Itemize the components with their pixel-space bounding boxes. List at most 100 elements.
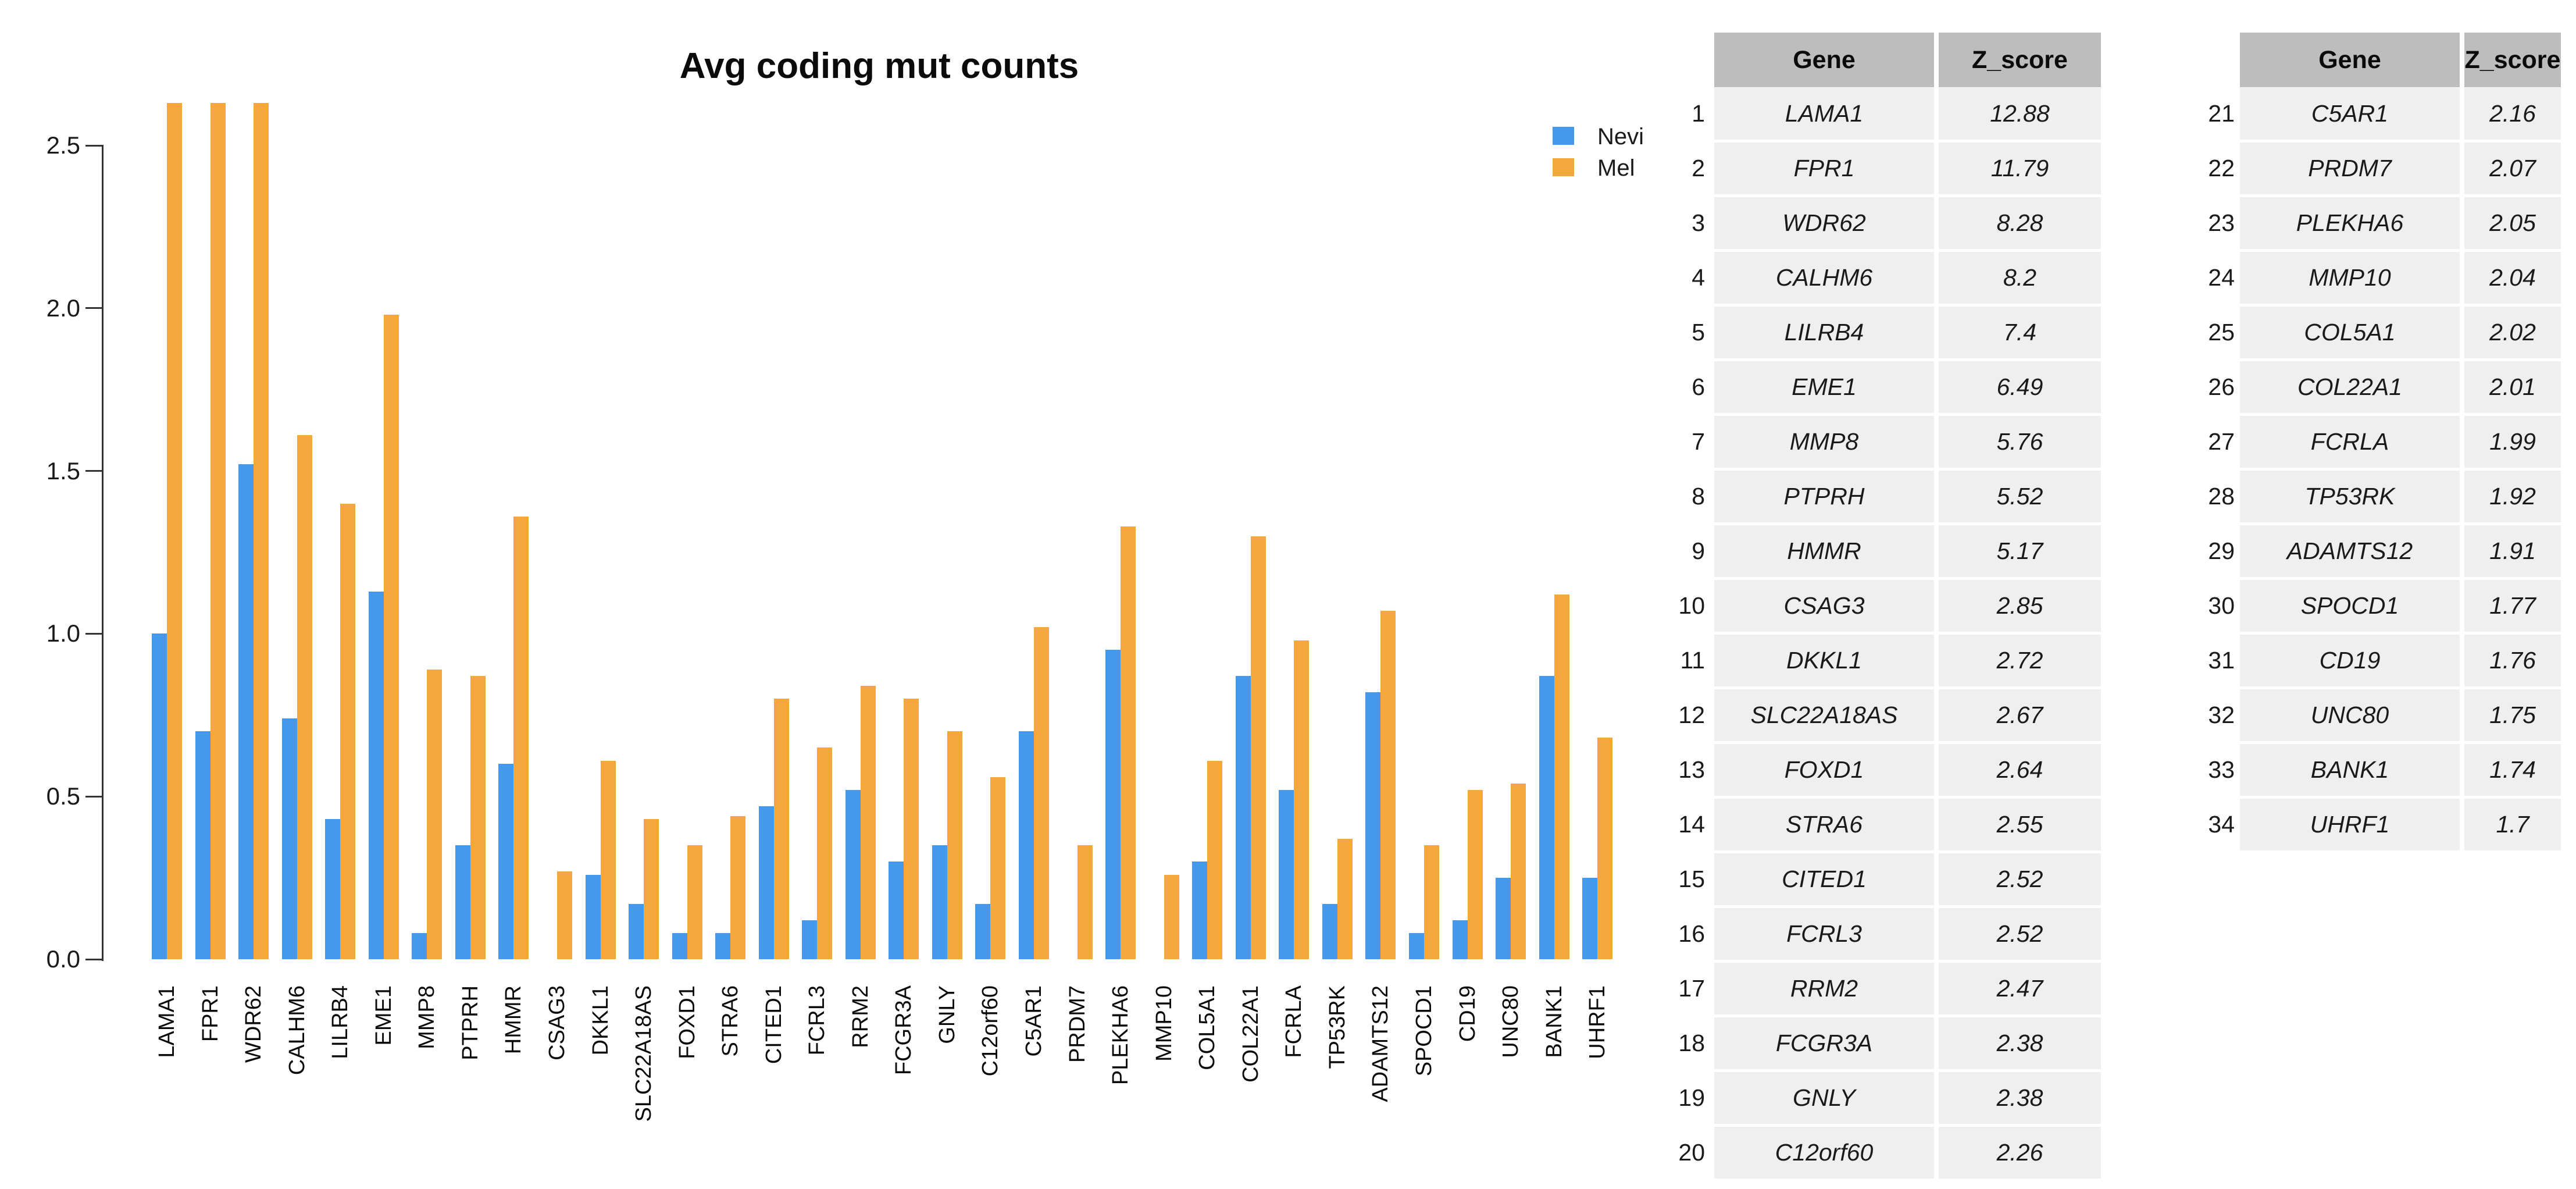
x-axis-label-PRDM7: PRDM7: [1065, 985, 1090, 1063]
bar-mel-C5AR1: [1034, 627, 1049, 959]
table-row-number: 26: [2208, 373, 2235, 400]
y-tick-label: 1.0: [46, 620, 80, 647]
table-cell-zscore: 7.4: [1939, 307, 2101, 358]
table-row-number: 30: [2208, 592, 2235, 619]
x-axis-label-CALHM6: CALHM6: [285, 985, 309, 1076]
table-cell-gene: CITED1: [1714, 853, 1934, 905]
x-axis-label-LAMA1: LAMA1: [155, 985, 179, 1058]
bar-mel-GNLY: [947, 731, 962, 959]
table-row-number: 34: [2208, 811, 2235, 838]
bar-nevi-PTPRH: [455, 845, 470, 959]
x-axis-label-WDR62: WDR62: [241, 985, 266, 1063]
table-cell-gene: TP53RK: [2240, 471, 2460, 522]
y-tick: [85, 470, 102, 472]
table-cell-zscore: 6.49: [1939, 361, 2101, 413]
bar-mel-RRM2: [861, 686, 876, 959]
table-cell-gene: FOXD1: [1714, 744, 1934, 796]
table-cell-gene: PLEKHA6: [2240, 197, 2460, 249]
bar-nevi-HMMR: [498, 764, 513, 959]
table-cell-zscore: 2.26: [1939, 1127, 2101, 1179]
table-row-number: 4: [1692, 264, 1705, 291]
bar-mel-HMMR: [513, 517, 529, 959]
x-axis-label-DKKL1: DKKL1: [588, 985, 613, 1056]
table-row-number: 13: [1678, 756, 1705, 783]
table-cell-zscore: 2.01: [2464, 361, 2561, 413]
bar-nevi-EME1: [369, 592, 384, 959]
table-cell-zscore: 2.05: [2464, 197, 2561, 249]
legend-swatch-mel: [1553, 158, 1574, 176]
bar-mel-ADAMTS12: [1380, 611, 1396, 959]
bar-mel-FCGR3A: [904, 699, 919, 959]
table-row-number: 17: [1678, 975, 1705, 1002]
y-tick: [85, 307, 102, 309]
x-axis-label-TP53RK: TP53RK: [1325, 985, 1350, 1069]
table-header-zscore: Z_score: [2464, 33, 2561, 87]
bar-nevi-FCRLA: [1279, 790, 1294, 959]
bar-nevi-CITED1: [759, 806, 774, 959]
table-row-number: 21: [2208, 100, 2235, 127]
x-axis-label-C12orf60: C12orf60: [978, 985, 1002, 1077]
x-axis-label-COL22A1: COL22A1: [1239, 985, 1263, 1083]
bar-mel-SPOCD1: [1424, 845, 1439, 959]
table-row-number: 25: [2208, 319, 2235, 346]
bar-nevi-CD19: [1453, 920, 1468, 959]
bar-nevi-LAMA1: [152, 633, 167, 959]
table-cell-zscore: 2.07: [2464, 143, 2561, 194]
x-axis-label-PLEKHA6: PLEKHA6: [1108, 985, 1133, 1085]
bar-nevi-UHRF1: [1582, 878, 1597, 959]
bar-mel-COL22A1: [1251, 536, 1266, 959]
table-cell-zscore: 1.74: [2464, 744, 2561, 796]
table-cell-zscore: 2.38: [1939, 1017, 2101, 1069]
x-axis-label-HMMR: HMMR: [501, 985, 526, 1055]
table-cell-zscore: 2.02: [2464, 307, 2561, 358]
bar-nevi-GNLY: [932, 845, 947, 959]
table-cell-zscore: 1.77: [2464, 580, 2561, 632]
table-row-number: 20: [1678, 1139, 1705, 1166]
bar-mel-UHRF1: [1597, 738, 1612, 959]
bar-mel-CITED1: [774, 699, 789, 959]
bar-nevi-DKKL1: [586, 875, 601, 959]
table-cell-zscore: 1.76: [2464, 635, 2561, 686]
x-axis-label-CD19: CD19: [1455, 985, 1480, 1042]
table-cell-zscore: 2.64: [1939, 744, 2101, 796]
table-cell-gene: COL22A1: [2240, 361, 2460, 413]
table-cell-zscore: 1.91: [2464, 525, 2561, 577]
table-row-number: 10: [1678, 592, 1705, 619]
bar-mel-C12orf60: [990, 777, 1005, 959]
bar-nevi-MMP8: [412, 933, 427, 959]
table-row-number: 14: [1678, 811, 1705, 838]
table-cell-zscore: 2.52: [1939, 908, 2101, 960]
bar-nevi-COL5A1: [1192, 862, 1207, 959]
x-axis-label-MMP10: MMP10: [1152, 985, 1176, 1062]
table-cell-zscore: 2.55: [1939, 799, 2101, 850]
x-axis-label-SPOCD1: SPOCD1: [1412, 985, 1436, 1077]
table-row-number: 27: [2208, 428, 2235, 455]
table-cell-gene: COL5A1: [2240, 307, 2460, 358]
y-tick-label: 2.0: [46, 294, 80, 322]
table-cell-gene: STRA6: [1714, 799, 1934, 850]
x-axis-label-MMP8: MMP8: [415, 985, 439, 1049]
table-row-number: 5: [1692, 319, 1705, 346]
x-axis-label-C5AR1: C5AR1: [1022, 985, 1046, 1057]
table-cell-zscore: 12.88: [1939, 88, 2101, 140]
x-axis-label-CSAG3: CSAG3: [545, 985, 569, 1060]
table-row-number: 31: [2208, 647, 2235, 674]
x-axis-label-FCRL3: FCRL3: [805, 985, 829, 1056]
table-cell-gene: PRDM7: [2240, 143, 2460, 194]
y-tick: [85, 632, 102, 635]
table-cell-zscore: 5.52: [1939, 471, 2101, 522]
table-cell-gene: FCGR3A: [1714, 1017, 1934, 1069]
bar-mel-UNC80: [1511, 784, 1526, 959]
bar-mel-CSAG3: [557, 871, 572, 959]
bar-nevi-SLC22A18AS: [629, 904, 644, 959]
table-row-number: 19: [1678, 1084, 1705, 1111]
table-cell-gene: SLC22A18AS: [1714, 689, 1934, 741]
x-axis-label-BANK1: BANK1: [1542, 985, 1567, 1058]
table-header-gene: Gene: [2240, 33, 2460, 87]
table-row-number: 1: [1692, 100, 1705, 127]
legend-swatch-nevi: [1553, 127, 1574, 145]
table-row-number: 8: [1692, 483, 1705, 510]
table-cell-gene: CSAG3: [1714, 580, 1934, 632]
table-cell-gene: CALHM6: [1714, 252, 1934, 304]
y-tick-label: 2.5: [46, 131, 80, 159]
